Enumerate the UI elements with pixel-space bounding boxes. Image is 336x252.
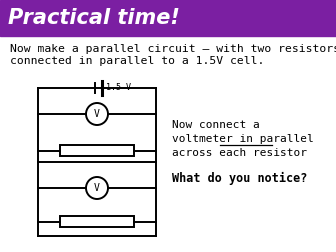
Text: connected in parallel to a 1.5V cell.: connected in parallel to a 1.5V cell. <box>10 56 264 66</box>
Text: Now make a parallel circuit – with two resistors: Now make a parallel circuit – with two r… <box>10 44 336 54</box>
Text: across each resistor: across each resistor <box>172 148 307 158</box>
Bar <box>60 145 134 156</box>
Text: Now connect a: Now connect a <box>172 120 260 130</box>
Text: V: V <box>94 183 100 193</box>
Bar <box>60 216 134 227</box>
Bar <box>0 0 336 36</box>
Text: Practical time!: Practical time! <box>8 8 180 28</box>
Text: voltmeter in parallel: voltmeter in parallel <box>172 134 314 144</box>
Text: 1.5 V: 1.5 V <box>106 83 131 92</box>
Text: V: V <box>94 109 100 119</box>
Text: What do you notice?: What do you notice? <box>172 172 307 185</box>
